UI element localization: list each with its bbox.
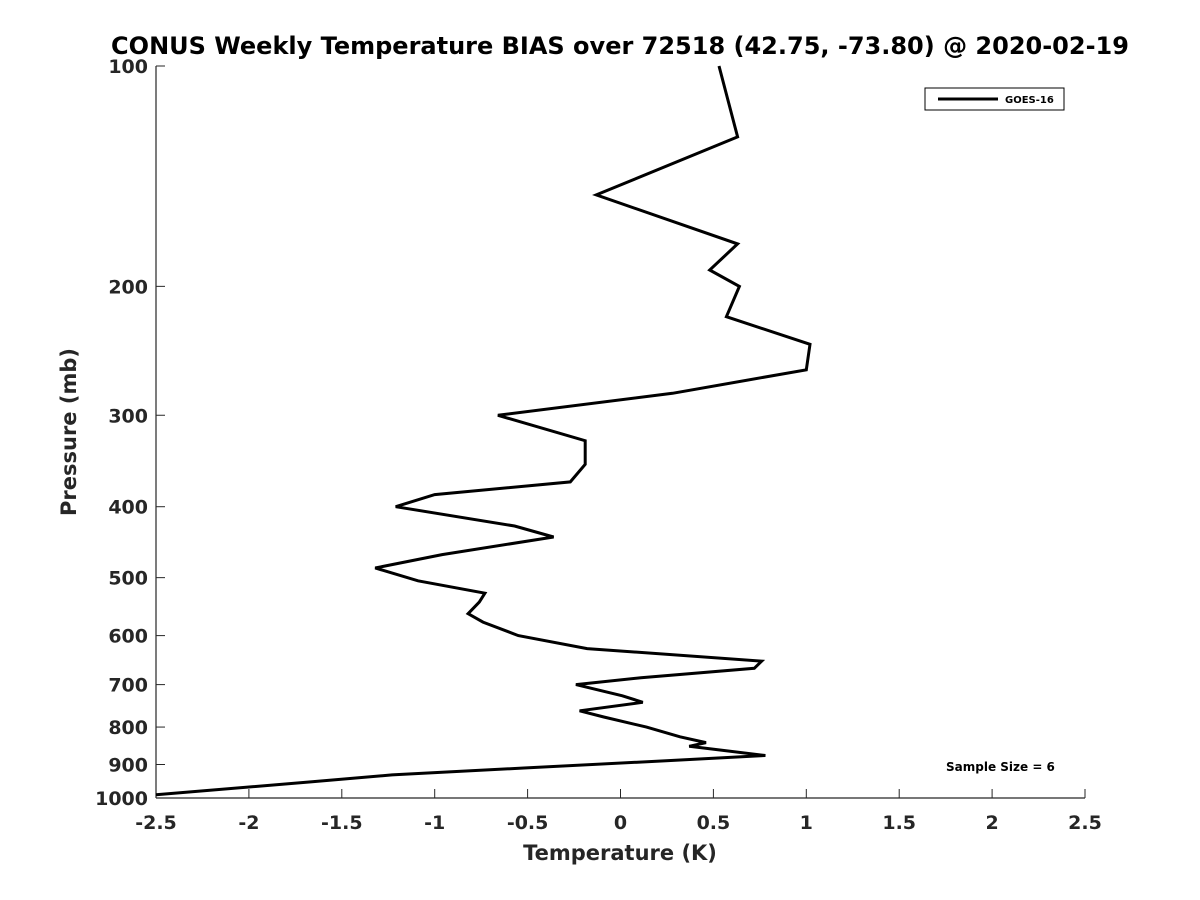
y-tick-label: 700 (108, 675, 148, 697)
y-tick-label: 800 (108, 717, 148, 739)
legend-label-goes-16: GOES-16 (1005, 95, 1054, 106)
y-tick-label: 100 (108, 56, 148, 78)
y-tick-label: 400 (108, 497, 148, 519)
y-tick-label: 900 (108, 755, 148, 777)
y-tick-label: 600 (108, 626, 148, 648)
y-tick-label: 200 (108, 276, 148, 298)
y-ticks: 100 200 300 400 500 600 700 800 900 1000 (95, 56, 165, 810)
x-tick-label: 2.5 (1068, 812, 1102, 834)
y-tick-label: 1000 (95, 788, 148, 810)
x-tick-label: -2.5 (135, 812, 177, 834)
x-tick-label: 1 (800, 812, 813, 834)
x-tick-label: -0.5 (507, 812, 549, 834)
x-tick-label: 1.5 (882, 812, 916, 834)
y-axis-label: Pressure (mb) (57, 348, 81, 516)
series-layer (155, 65, 812, 797)
x-tick-label: 0 (614, 812, 627, 834)
x-tick-label: -1.5 (321, 812, 363, 834)
y-tick-label: 500 (108, 568, 148, 590)
x-tick-label: 2 (985, 812, 998, 834)
x-tick-label: -2 (238, 812, 259, 834)
x-tick-label: 0.5 (697, 812, 731, 834)
y-tick-label: 300 (108, 405, 148, 427)
x-tick-label: -1 (424, 812, 445, 834)
legend: GOES-16 (924, 87, 1065, 111)
x-axis-label: Temperature (K) (523, 841, 717, 865)
x-ticks: -2.5 -2 -1.5 -1 -0.5 0 0.5 1 1.5 2 2.5 (135, 789, 1102, 834)
series-line-goes-16 (155, 65, 812, 797)
chart-title: CONUS Weekly Temperature BIAS over 72518… (111, 32, 1129, 60)
sample-size-annotation: Sample Size = 6 (946, 760, 1055, 774)
